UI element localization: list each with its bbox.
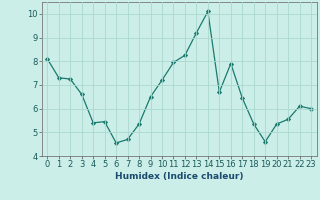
X-axis label: Humidex (Indice chaleur): Humidex (Indice chaleur) [115, 172, 244, 181]
